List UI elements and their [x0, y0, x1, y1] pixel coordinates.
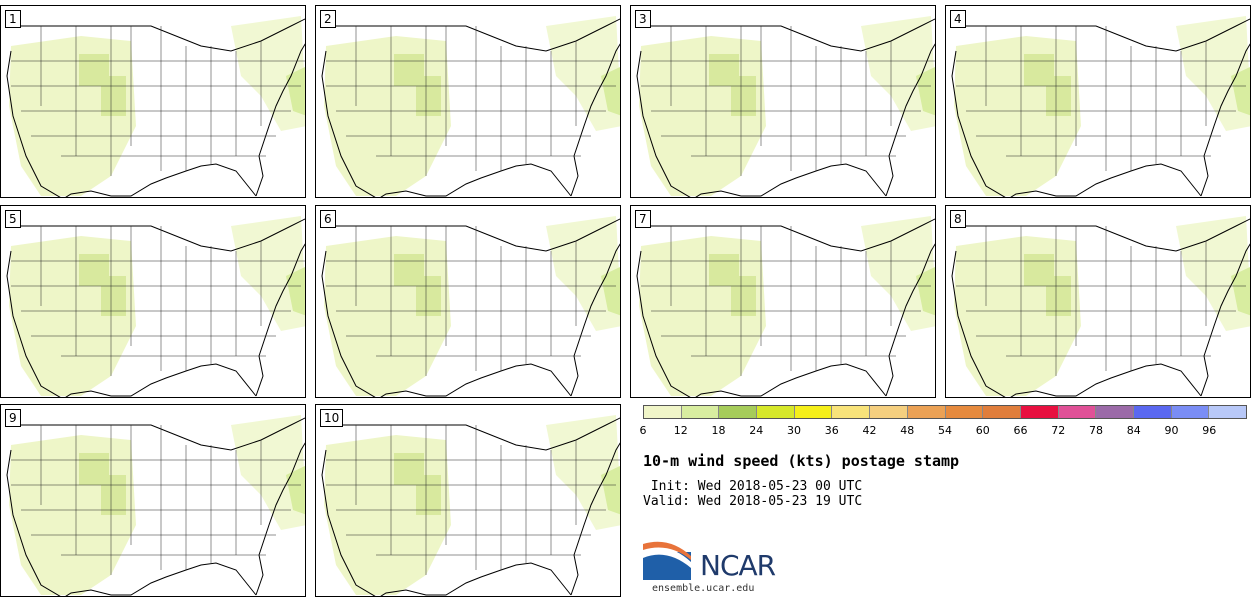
map-panel: 3	[630, 5, 936, 198]
colorbar-segment	[983, 406, 1021, 418]
map-panel: 2	[315, 5, 621, 198]
time-info: Init: Wed 2018-05-23 00 UTC Valid: Wed 2…	[643, 479, 862, 509]
map-panel: 10	[315, 404, 621, 597]
colorbar-segment	[757, 406, 795, 418]
us-map	[6, 216, 305, 397]
colorbar-tick-label: 30	[787, 424, 801, 437]
map-panel: 1	[0, 5, 306, 198]
colorbar-segment	[1171, 406, 1210, 418]
plot-title: 10-m wind speed (kts) postage stamp	[643, 452, 960, 470]
init-time: Init: Wed 2018-05-23 00 UTC	[643, 479, 863, 494]
panel-number: 6	[320, 210, 336, 228]
map-panel: 5	[0, 205, 306, 398]
panel-number: 3	[635, 10, 651, 28]
colorbar-segment	[832, 406, 871, 418]
us-map	[6, 16, 305, 197]
colorbar-tick-label: 42	[862, 424, 877, 437]
panel-number: 10	[320, 409, 344, 427]
logo-url: ensemble.ucar.edu	[652, 583, 755, 594]
colorbar-tick-label: 48	[900, 424, 915, 437]
colorbar-segment	[1209, 406, 1246, 418]
colorbar-segment	[794, 406, 833, 418]
colorbar-tick-label: 54	[938, 424, 952, 437]
colorbar-segment	[1020, 406, 1059, 418]
panel-number: 8	[950, 210, 966, 228]
panel-number: 5	[5, 210, 21, 228]
colorbar-segment	[681, 406, 720, 418]
colorbar-tick-label: 96	[1202, 424, 1217, 437]
colorbar-segment	[719, 406, 758, 418]
ncar-logo-icon	[643, 541, 691, 580]
us-map	[321, 415, 620, 596]
colorbar-tick-label: 36	[824, 424, 839, 437]
map-panel: 4	[945, 5, 1251, 198]
colorbar-ticks: 6 12 18 24 30 36 42 48 54 60 66 72 78 84 90 96	[639, 424, 1247, 438]
us-map	[636, 216, 935, 397]
map-panel: 9	[0, 404, 306, 597]
panel-number: 2	[320, 10, 336, 28]
panel-number: 9	[5, 409, 21, 427]
colorbar-tick-label: 72	[1051, 424, 1066, 437]
colorbar-tick-label: 18	[711, 424, 726, 437]
panel-number: 4	[950, 10, 966, 28]
us-map	[951, 16, 1250, 197]
colorbar-segment	[907, 406, 946, 418]
colorbar-tick-label: 78	[1089, 424, 1103, 437]
colorbar-tick-label: 6	[639, 424, 647, 437]
colorbar-segment	[945, 406, 984, 418]
panel-number: 1	[5, 10, 21, 28]
logo-text: NCAR	[700, 549, 776, 582]
map-panel: 6	[315, 205, 621, 398]
colorbar-tick-label: 90	[1164, 424, 1179, 437]
us-map	[6, 415, 305, 596]
panel-number: 7	[635, 210, 651, 228]
map-panel: 8	[945, 205, 1251, 398]
colorbar-segment	[644, 406, 682, 418]
colorbar-segment	[1133, 406, 1172, 418]
valid-time: Valid: Wed 2018-05-23 19 UTC	[643, 494, 863, 509]
colorbar-tick-label: 60	[975, 424, 990, 437]
colorbar-segment	[1096, 406, 1134, 418]
us-map	[321, 16, 620, 197]
us-map	[321, 216, 620, 397]
colorbar-segment	[1058, 406, 1097, 418]
colorbar-tick-label: 24	[749, 424, 764, 437]
colorbar-segment	[870, 406, 908, 418]
colorbar-tick-label: 84	[1126, 424, 1141, 437]
colorbar	[643, 405, 1247, 419]
colorbar-tick-label: 12	[673, 424, 688, 437]
colorbar-tick-label: 66	[1013, 424, 1028, 437]
us-map	[951, 216, 1250, 397]
us-map	[636, 16, 935, 197]
map-panel: 7	[630, 205, 936, 398]
